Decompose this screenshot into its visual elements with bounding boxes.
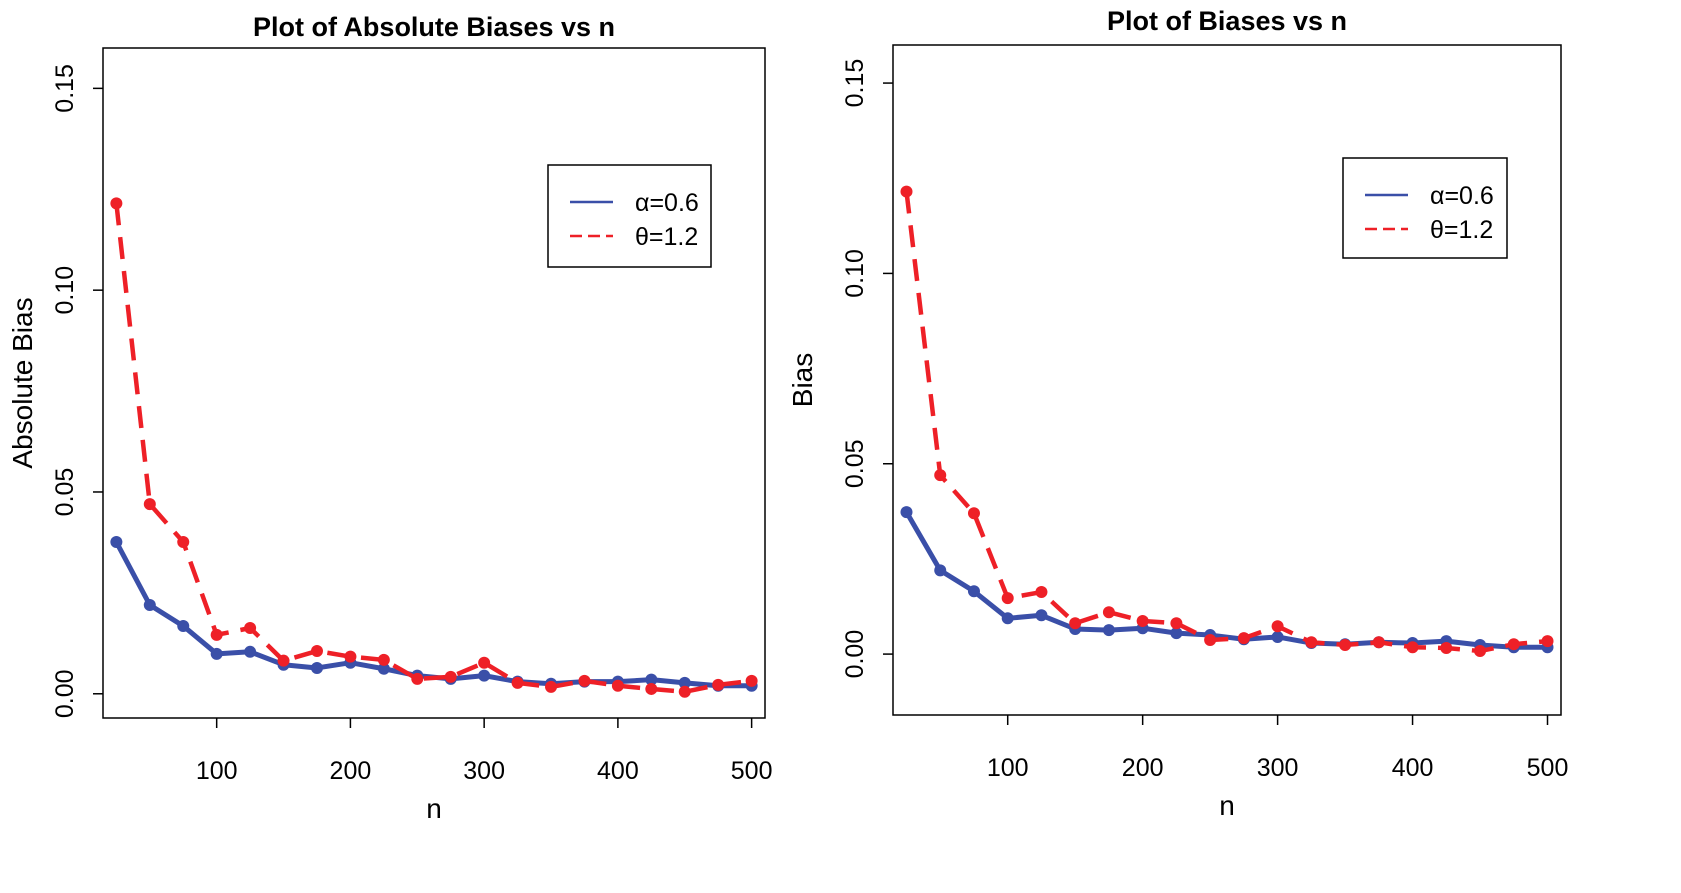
data-point-alpha (1035, 609, 1048, 622)
x-tick-label: 500 (1527, 754, 1569, 782)
data-point-alpha (967, 585, 980, 598)
chart-title: Plot of Biases vs n (1107, 6, 1347, 36)
data-point-theta (210, 628, 223, 641)
legend-box (547, 164, 712, 268)
data-point-theta (1474, 645, 1487, 658)
data-point-theta (1372, 636, 1385, 649)
chart-panel-1: Plot of Absolute Biases vs n 100 200 300 400… (7, 12, 772, 824)
data-point-theta (1305, 636, 1318, 649)
data-point-theta (1440, 642, 1453, 654)
x-tick-label: 500 (731, 757, 773, 785)
data-point-alpha (1170, 627, 1183, 640)
data-point-theta (900, 185, 913, 198)
chart-title: Plot of Absolute Biases vs n (253, 12, 615, 42)
plot-frame (892, 44, 1562, 716)
data-point-theta (678, 685, 691, 698)
y-tick-label: 0.15 (51, 64, 79, 113)
data-point-alpha (1001, 612, 1014, 625)
data-point-alpha (678, 676, 691, 689)
data-point-alpha (143, 598, 156, 611)
data-point-theta (511, 676, 524, 689)
x-tick-label: 100 (196, 757, 238, 785)
data-point-theta (1102, 606, 1115, 619)
data-point-alpha (377, 662, 390, 675)
x-tick-label: 400 (1392, 754, 1434, 782)
x-tick-label: 300 (1257, 754, 1299, 782)
x-tick-label: 300 (463, 757, 505, 785)
y-tick-label: 0.10 (51, 266, 79, 315)
y-tick-label: 0.00 (51, 669, 79, 718)
data-point-alpha (110, 536, 123, 549)
legend-label: θ=1.2 (1430, 216, 1493, 244)
data-point-alpha (310, 661, 323, 674)
data-point-theta (177, 536, 190, 549)
series-line-alpha (114, 540, 752, 689)
data-point-theta (1136, 614, 1149, 627)
data-point-theta (110, 197, 123, 210)
y-tick-label: 0.15 (841, 59, 869, 108)
data-point-alpha (244, 645, 257, 658)
data-point-theta (478, 656, 491, 669)
x-tick-label: 400 (597, 757, 639, 785)
series-line-theta (904, 191, 1548, 654)
y-axis-label: Bias (787, 353, 818, 407)
data-point-theta (444, 670, 457, 683)
data-point-theta (1271, 620, 1284, 633)
data-point-alpha (900, 506, 913, 519)
data-point-alpha (478, 669, 491, 682)
data-point-theta (545, 680, 558, 693)
data-point-theta (745, 674, 758, 687)
data-point-alpha (645, 673, 658, 686)
data-point-theta (1204, 634, 1217, 647)
legend-label: α=0.6 (635, 189, 699, 217)
data-point-theta (1069, 617, 1082, 630)
data-point-theta (578, 674, 591, 687)
data-point-theta (1001, 592, 1014, 605)
data-point-theta (277, 654, 290, 667)
x-tick-label: 100 (987, 754, 1029, 782)
data-point-alpha (1102, 624, 1115, 637)
x-tick-label: 200 (1122, 754, 1164, 782)
legend-label: θ=1.2 (635, 223, 698, 251)
data-point-theta (411, 672, 424, 685)
y-axis-label: Absolute Bias (7, 297, 38, 468)
x-axis-label: n (426, 793, 442, 824)
x-tick-label: 200 (330, 757, 372, 785)
data-point-theta (1507, 638, 1520, 651)
y-tick-label: 0.05 (841, 439, 869, 488)
y-tick-label: 0.00 (841, 630, 869, 679)
series-line-theta (114, 203, 752, 695)
data-point-alpha (934, 564, 947, 577)
y-tick-label: 0.10 (841, 249, 869, 298)
legend-label: α=0.6 (1430, 182, 1494, 210)
data-point-theta (1406, 641, 1419, 654)
data-point-theta (645, 682, 658, 695)
data-point-theta (344, 650, 357, 663)
data-point-theta (1035, 586, 1048, 599)
data-point-theta (310, 645, 323, 657)
legend: α=0.6 θ=1.2 (1342, 157, 1508, 259)
chart-panel-2: Plot of Biases vs n 100 200 300 400 500 0.00 0.… (787, 6, 1568, 821)
data-point-theta (377, 653, 390, 666)
data-point-theta (934, 469, 947, 482)
data-point-alpha (210, 647, 223, 660)
data-point-theta (1170, 617, 1183, 630)
data-point-theta (1541, 635, 1554, 648)
data-point-theta (967, 507, 980, 520)
data-point-theta (1237, 632, 1250, 645)
data-point-alpha (177, 619, 190, 632)
y-tick-label: 0.05 (51, 468, 79, 517)
data-point-theta (712, 678, 725, 691)
data-point-theta (611, 679, 624, 692)
data-point-theta (244, 621, 257, 634)
plot-frame (102, 47, 766, 719)
legend-box (1342, 157, 1508, 259)
x-axis-label: n (1219, 790, 1235, 821)
legend: α=0.6 θ=1.2 (547, 164, 712, 268)
data-point-theta (143, 498, 156, 511)
data-point-theta (1339, 638, 1352, 651)
data-point-alpha (1271, 630, 1284, 643)
